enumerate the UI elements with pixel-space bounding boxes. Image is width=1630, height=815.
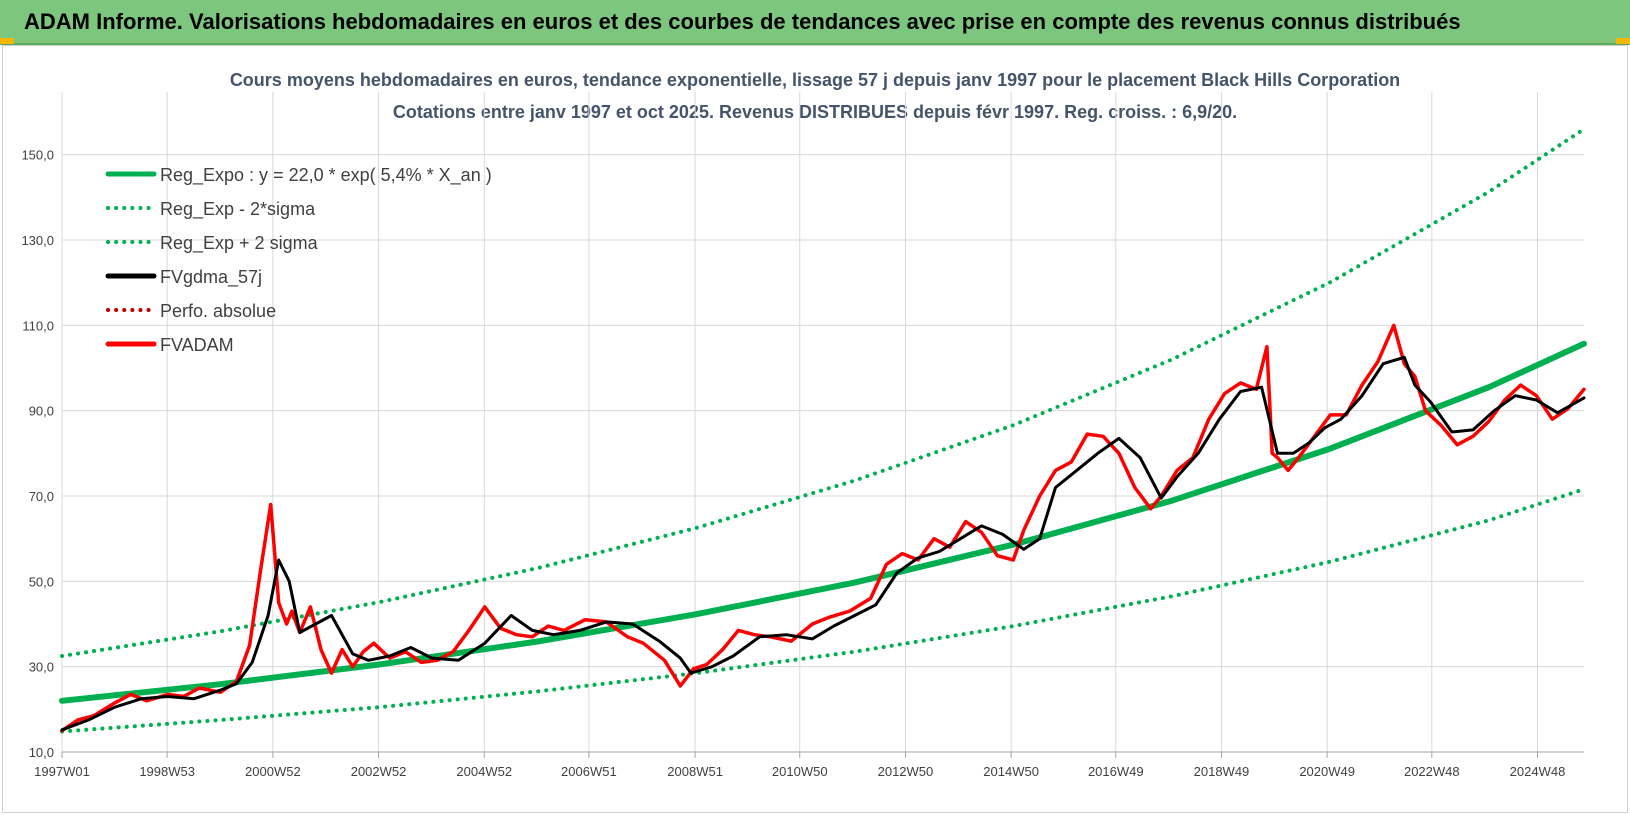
legend-label-5: FVADAM <box>160 335 234 355</box>
x-tick-label: 2004W52 <box>456 764 512 779</box>
series-line-0 <box>59 340 1587 704</box>
chart-frame <box>2 45 1628 813</box>
legend-label-4: Perfo. absolue <box>160 301 276 321</box>
x-tick-label: 2006W51 <box>561 764 617 779</box>
x-tick-label: 2010W50 <box>772 764 828 779</box>
x-tick-label: 1998W53 <box>139 764 195 779</box>
y-tick-label: 50,0 <box>29 574 54 589</box>
legend: Reg_Expo : y = 22,0 * exp( 5,4% * X_an )… <box>105 165 492 355</box>
axes: 10,0 30,0 50,0 70,0 90,0 110,0 130,0 150,0 1997W… <box>21 148 1584 779</box>
x-tick-label: 2000W52 <box>245 764 301 779</box>
header-banner: ADAM Informe. Valorisations hebdomadaire… <box>0 0 1630 45</box>
y-tick-label: 150,0 <box>21 148 54 163</box>
x-tick-label: 2012W50 <box>878 764 934 779</box>
x-tick-label: 2016W49 <box>1088 764 1144 779</box>
chart-subtitle: Cotations entre janv 1997 et oct 2025. R… <box>393 102 1237 122</box>
x-tick-label: 2014W50 <box>983 764 1039 779</box>
x-tick-label: 2024W48 <box>1510 764 1566 779</box>
chart-title: Cours moyens hebdomadaires en euros, ten… <box>230 70 1400 90</box>
corner-mark-right <box>1616 38 1630 44</box>
series-line-5 <box>60 323 1586 733</box>
x-tick-label: 1997W01 <box>34 764 90 779</box>
y-tick-label: 10,0 <box>29 745 54 760</box>
y-tick-label: 90,0 <box>29 404 54 419</box>
x-tick-label: 2022W48 <box>1404 764 1460 779</box>
x-tick-label: 2018W49 <box>1194 764 1250 779</box>
series-line-1 <box>60 487 1586 734</box>
legend-label-2: Reg_Exp + 2 sigma <box>160 233 319 254</box>
y-tick-label: 30,0 <box>29 660 54 675</box>
series-line-2 <box>60 127 1586 658</box>
series-group <box>59 127 1587 734</box>
y-tick-label: 130,0 <box>21 233 54 248</box>
series-line-3 <box>60 355 1586 732</box>
header-title: ADAM Informe. Valorisations hebdomadaire… <box>24 9 1461 34</box>
x-tick-label: 2002W52 <box>351 764 407 779</box>
legend-label-3: FVgdma_57j <box>160 267 262 288</box>
grid <box>61 92 1584 753</box>
x-tick-label: 2020W49 <box>1299 764 1355 779</box>
x-tick-label: 2008W51 <box>667 764 723 779</box>
y-tick-label: 110,0 <box>22 318 54 333</box>
legend-label-1: Reg_Exp - 2*sigma <box>160 199 316 220</box>
corner-mark-left <box>0 38 14 44</box>
y-tick-label: 70,0 <box>29 489 54 504</box>
legend-label-0: Reg_Expo : y = 22,0 * exp( 5,4% * X_an ) <box>160 165 492 186</box>
